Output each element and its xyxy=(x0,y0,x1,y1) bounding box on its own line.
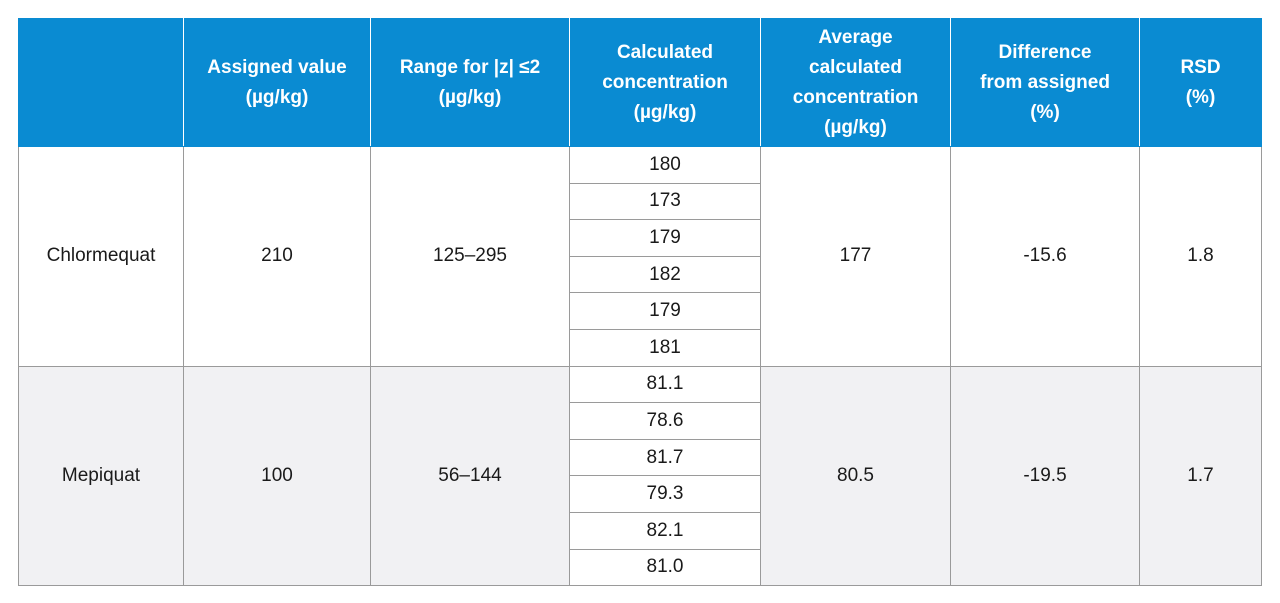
rsd-value: 1.7 xyxy=(1139,365,1262,587)
range-value: 56–144 xyxy=(370,365,570,587)
calculated-value: 179 xyxy=(569,292,761,330)
table-row: 81.0 xyxy=(19,548,1262,587)
header-line: concentration xyxy=(602,71,728,93)
table-row: 181 xyxy=(19,328,1262,367)
table-row: 179 xyxy=(19,292,1262,330)
table-row: Mepiquat 100 56–144 81.1 80.5 -19.5 1.7 xyxy=(18,365,1262,587)
calculated-value: 81.7 xyxy=(569,438,761,477)
header-line: Difference xyxy=(998,41,1092,63)
header-line: (µg/kg) xyxy=(245,86,309,108)
header-compound xyxy=(18,18,184,147)
calculated-value: 181 xyxy=(569,328,761,367)
difference-value: -15.6 xyxy=(950,146,1140,367)
difference-value: -19.5 xyxy=(950,365,1140,587)
header-calculated-concentration: Calculated concentration (µg/kg) xyxy=(569,18,761,147)
header-average-concentration: Average calculated concentration (µg/kg) xyxy=(760,18,951,147)
calculated-value: 173 xyxy=(569,182,761,221)
header-line: (%) xyxy=(1030,101,1060,123)
header-line: (µg/kg) xyxy=(633,101,697,123)
calculated-value: 81.0 xyxy=(569,548,761,587)
header-line: from assigned xyxy=(980,71,1110,93)
calculated-value: 79.3 xyxy=(569,475,761,513)
header-line: concentration xyxy=(792,86,919,108)
calculated-value: 180 xyxy=(569,146,761,184)
header-assigned-value: Assigned value (µg/kg) xyxy=(183,18,371,147)
range-value: 125–295 xyxy=(370,146,570,367)
header-line: Average xyxy=(818,26,893,48)
rsd-value: 1.8 xyxy=(1139,146,1262,367)
table-body: Chlormequat 210 125–295 180 177 -15.6 1.8 173 17… xyxy=(18,146,1262,587)
table-row: 179 xyxy=(19,219,1262,257)
header-line: (µg/kg) xyxy=(438,86,502,108)
header-line: Assigned value xyxy=(207,56,347,78)
compound-name: Chlormequat xyxy=(18,146,184,367)
results-table: Assigned value (µg/kg) Range for |z| ≤2 (µg… xyxy=(18,18,1262,587)
assigned-value: 210 xyxy=(183,146,371,367)
calculated-value: 81.1 xyxy=(569,365,761,404)
header-rsd: RSD (%) xyxy=(1139,18,1262,147)
calculated-value: 82.1 xyxy=(569,511,761,550)
table-row: 173 xyxy=(19,182,1262,221)
table-row: 82.1 xyxy=(19,511,1262,550)
table-row: 78.6 xyxy=(19,402,1262,440)
table-row: 79.3 xyxy=(19,475,1262,513)
header-difference: Difference from assigned (%) xyxy=(950,18,1140,147)
header-line: Calculated xyxy=(616,41,714,63)
calculated-value: 78.6 xyxy=(569,402,761,440)
header-line: (%) xyxy=(1185,86,1216,108)
table-row: 81.7 xyxy=(19,438,1262,477)
assigned-value: 100 xyxy=(183,365,371,587)
calculated-value: 182 xyxy=(569,255,761,294)
header-line: Range for |z| ≤2 xyxy=(399,56,541,78)
average-value: 80.5 xyxy=(760,365,951,587)
header-line: calculated xyxy=(809,56,902,78)
compound-name: Mepiquat xyxy=(18,365,184,587)
table-row: Chlormequat 210 125–295 180 177 -15.6 1.8 xyxy=(18,146,1262,367)
header-range: Range for |z| ≤2 (µg/kg) xyxy=(370,18,570,147)
calculated-value: 179 xyxy=(569,219,761,257)
header-line: (µg/kg) xyxy=(824,116,887,138)
average-value: 177 xyxy=(760,146,951,367)
header-line: RSD xyxy=(1180,56,1221,78)
header-row: Assigned value (µg/kg) Range for |z| ≤2 (µg… xyxy=(18,18,1262,147)
